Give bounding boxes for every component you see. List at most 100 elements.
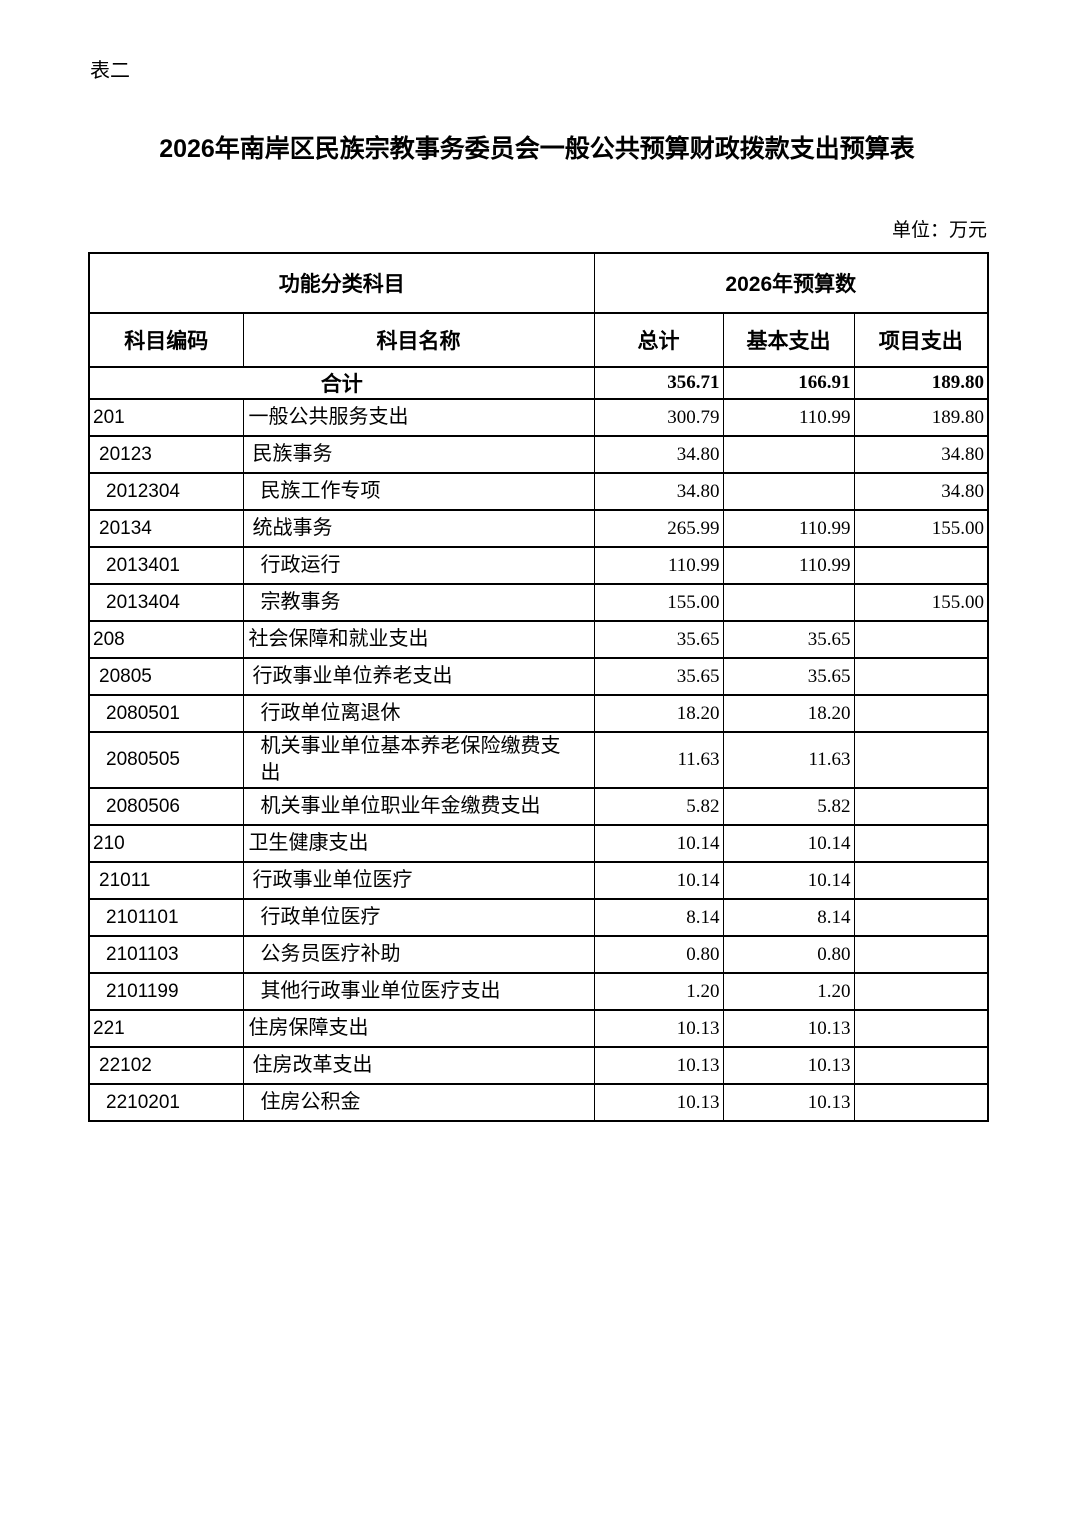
- subject-name-cell: 民族事务: [242, 435, 595, 474]
- table-row: 22102 住房改革支出 10.13 10.13: [88, 1046, 989, 1085]
- total-value-cell: 8.14: [593, 898, 724, 937]
- table-row: 2080505 机关事业单位基本养老保险缴费支出 11.63 11.63: [88, 731, 989, 789]
- table-row: 2101101 行政单位医疗 8.14 8.14: [88, 898, 989, 937]
- table-row: 20123 民族事务 34.80 34.80: [88, 435, 989, 474]
- project-expenditure-cell: [853, 657, 989, 696]
- subject-name-cell: 机关事业单位职业年金缴费支出: [242, 787, 595, 826]
- budget-table: 功能分类科目 2026年预算数 科目编码 科目名称 总计 基本支出 项目支出 合…: [88, 252, 990, 1122]
- subject-name-cell: 一般公共服务支出: [242, 398, 595, 437]
- total-value-cell: 10.13: [593, 1046, 724, 1085]
- subject-name-cell: 行政事业单位医疗: [242, 861, 595, 900]
- total-value-cell: 0.80: [593, 935, 724, 974]
- subject-code-cell: 2210201: [88, 1083, 244, 1122]
- subject-code-cell: 2101101: [88, 898, 244, 937]
- project-expenditure-cell: [853, 1046, 989, 1085]
- table-row: 2101103 公务员医疗补助 0.80 0.80: [88, 935, 989, 974]
- subject-name-cell: 统战事务: [242, 509, 595, 548]
- basic-expenditure-cell: 5.82: [722, 787, 855, 826]
- table-row: 2080506 机关事业单位职业年金缴费支出 5.82 5.82: [88, 787, 989, 826]
- subject-code-cell: 22102: [88, 1046, 244, 1085]
- table-row: 221 住房保障支出 10.13 10.13: [88, 1009, 989, 1048]
- project-expenditure-cell: 189.80: [853, 398, 989, 437]
- header-budget-2026: 2026年预算数: [593, 252, 989, 314]
- total-value-cell: 10.14: [593, 824, 724, 863]
- subject-name-cell: 住房公积金: [242, 1083, 595, 1122]
- unit-note: 单位：万元: [891, 220, 987, 241]
- column-header-subject-code: 科目编码: [88, 312, 244, 368]
- basic-expenditure-cell: [722, 472, 855, 511]
- grand-total-row: 合计 356.71 166.91 189.80: [88, 366, 989, 400]
- total-value-cell: 110.99: [593, 546, 724, 585]
- subject-code-cell: 201: [88, 398, 244, 437]
- header-functional-classification: 功能分类科目: [88, 252, 595, 314]
- basic-expenditure-cell: 35.65: [722, 620, 855, 659]
- table-row: 201 一般公共服务支出 300.79 110.99 189.80: [88, 398, 989, 437]
- subject-name-cell: 住房改革支出: [242, 1046, 595, 1085]
- table-row: 2013404 宗教事务 155.00 155.00: [88, 583, 989, 622]
- subject-code-cell: 20123: [88, 435, 244, 474]
- grand-total-total: 356.71: [593, 366, 724, 400]
- project-expenditure-cell: 34.80: [853, 435, 989, 474]
- basic-expenditure-cell: [722, 435, 855, 474]
- table-row: 2012304 民族工作专项 34.80 34.80: [88, 472, 989, 511]
- total-value-cell: 34.80: [593, 435, 724, 474]
- basic-expenditure-cell: 110.99: [722, 509, 855, 548]
- basic-expenditure-cell: 18.20: [722, 694, 855, 733]
- total-value-cell: 265.99: [593, 509, 724, 548]
- project-expenditure-cell: [853, 546, 989, 585]
- subject-code-cell: 2101199: [88, 972, 244, 1011]
- grand-total-basic: 166.91: [722, 366, 855, 400]
- table-row: 2013401 行政运行 110.99 110.99: [88, 546, 989, 585]
- project-expenditure-cell: 155.00: [853, 509, 989, 548]
- subject-code-cell: 210: [88, 824, 244, 863]
- basic-expenditure-cell: 1.20: [722, 972, 855, 1011]
- column-header-subject-name: 科目名称: [242, 312, 595, 368]
- table-row: 20134 统战事务 265.99 110.99 155.00: [88, 509, 989, 548]
- subject-code-cell: 208: [88, 620, 244, 659]
- project-expenditure-cell: [853, 620, 989, 659]
- subject-code-cell: 2080501: [88, 694, 244, 733]
- table-row: 2101199 其他行政事业单位医疗支出 1.20 1.20: [88, 972, 989, 1011]
- subject-code-cell: 2013401: [88, 546, 244, 585]
- basic-expenditure-cell: 0.80: [722, 935, 855, 974]
- total-value-cell: 5.82: [593, 787, 724, 826]
- basic-expenditure-cell: 10.14: [722, 824, 855, 863]
- basic-expenditure-cell: 10.14: [722, 861, 855, 900]
- subject-code-cell: 221: [88, 1009, 244, 1048]
- subject-name-cell: 机关事业单位基本养老保险缴费支出: [242, 731, 595, 789]
- basic-expenditure-cell: 11.63: [722, 731, 855, 789]
- subject-code-cell: 20134: [88, 509, 244, 548]
- column-header-basic-expenditure: 基本支出: [722, 312, 855, 368]
- total-value-cell: 35.65: [593, 657, 724, 696]
- table-row: 210 卫生健康支出 10.14 10.14: [88, 824, 989, 863]
- header-columns-row: 科目编码 科目名称 总计 基本支出 项目支出: [88, 312, 989, 368]
- subject-name-cell: 行政运行: [242, 546, 595, 585]
- total-value-cell: 35.65: [593, 620, 724, 659]
- subject-code-cell: 21011: [88, 861, 244, 900]
- subject-code-cell: 2080506: [88, 787, 244, 826]
- basic-expenditure-cell: 110.99: [722, 546, 855, 585]
- subject-name-cell: 住房保障支出: [242, 1009, 595, 1048]
- project-expenditure-cell: [853, 1009, 989, 1048]
- project-expenditure-cell: [853, 972, 989, 1011]
- page-title: 2026年南岸区民族宗教事务委员会一般公共预算财政拨款支出预算表: [159, 135, 915, 163]
- grand-total-project: 189.80: [853, 366, 989, 400]
- total-value-cell: 10.14: [593, 861, 724, 900]
- total-value-cell: 300.79: [593, 398, 724, 437]
- subject-code-cell: 2012304: [88, 472, 244, 511]
- grand-total-label: 合计: [88, 366, 595, 400]
- subject-name-cell: 卫生健康支出: [242, 824, 595, 863]
- basic-expenditure-cell: 10.13: [722, 1083, 855, 1122]
- basic-expenditure-cell: 10.13: [722, 1009, 855, 1048]
- project-expenditure-cell: [853, 898, 989, 937]
- table-row: 2210201 住房公积金 10.13 10.13: [88, 1083, 989, 1122]
- project-expenditure-cell: [853, 694, 989, 733]
- table-row: 208 社会保障和就业支出 35.65 35.65: [88, 620, 989, 659]
- subject-name-cell: 行政单位医疗: [242, 898, 595, 937]
- corner-label: 表二: [90, 60, 130, 82]
- project-expenditure-cell: [853, 935, 989, 974]
- subject-name-cell: 行政事业单位养老支出: [242, 657, 595, 696]
- project-expenditure-cell: [853, 787, 989, 826]
- total-value-cell: 10.13: [593, 1083, 724, 1122]
